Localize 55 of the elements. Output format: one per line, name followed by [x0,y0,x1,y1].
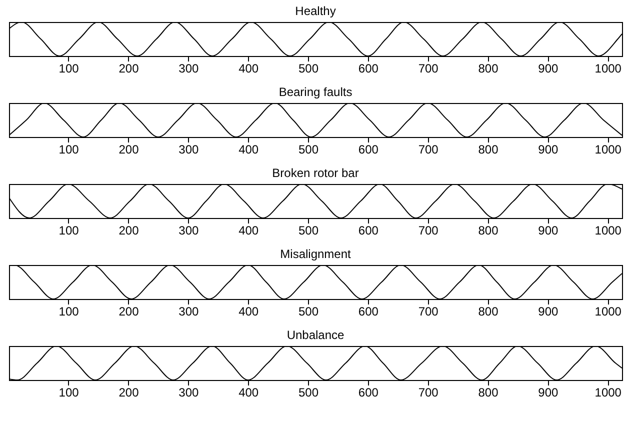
x-tick-label: 700 [418,62,439,76]
x-tick-label: 600 [358,386,379,400]
x-tick-label: 800 [478,142,499,156]
x-tick-label: 500 [298,386,319,400]
x-tick-label: 300 [178,386,199,400]
x-tick-label: 300 [178,224,199,238]
chart-title: Bearing faults [278,85,352,99]
x-tick-label: 400 [238,62,259,76]
x-tick-label: 600 [358,224,379,238]
x-tick-label: 1000 [594,224,622,238]
x-tick-label: 900 [538,142,559,156]
x-tick-label: 200 [118,62,140,76]
x-tick-label: 900 [538,304,559,318]
x-tick-label: 600 [358,304,379,318]
x-tick-label: 1000 [594,62,622,76]
x-tick-label: 500 [298,224,319,238]
x-tick-label: 200 [118,304,140,318]
x-tick-label: 300 [178,304,199,318]
x-tick-label: 500 [298,142,319,156]
x-tick-label: 700 [418,142,439,156]
x-tick-label: 300 [178,142,199,156]
x-tick-label: 100 [58,386,80,400]
x-tick-label: 100 [58,142,80,156]
x-tick-label: 1000 [594,304,622,318]
x-tick-label: 1000 [594,142,622,156]
x-tick-label: 600 [358,142,379,156]
x-tick-label: 700 [418,224,439,238]
chart-title: Misalignment [280,247,352,261]
x-tick-label: 100 [58,62,80,76]
x-tick-label: 900 [538,224,559,238]
x-tick-label: 400 [238,386,259,400]
x-tick-label: 500 [298,304,319,318]
x-tick-label: 800 [478,224,499,238]
x-tick-label: 1000 [594,386,622,400]
x-tick-label: 900 [538,386,559,400]
x-tick-label: 700 [418,386,439,400]
x-tick-label: 700 [418,304,439,318]
x-tick-label: 500 [298,62,319,76]
x-tick-label: 900 [538,62,559,76]
x-tick-label: 800 [478,386,499,400]
x-tick-label: 200 [118,224,140,238]
chart-title: Broken rotor bar [272,166,359,180]
x-tick-label: 300 [178,62,199,76]
x-tick-label: 200 [118,142,140,156]
x-tick-label: 800 [478,304,499,318]
x-tick-label: 400 [238,304,259,318]
x-tick-label: 200 [118,386,140,400]
x-tick-label: 800 [478,62,499,76]
x-tick-label: 400 [238,224,259,238]
x-tick-label: 100 [58,304,80,318]
x-tick-label: 400 [238,142,259,156]
chart-title: Unbalance [286,328,345,342]
x-tick-label: 600 [358,62,379,76]
x-tick-label: 100 [58,224,80,238]
chart-title: Healthy [295,4,336,18]
